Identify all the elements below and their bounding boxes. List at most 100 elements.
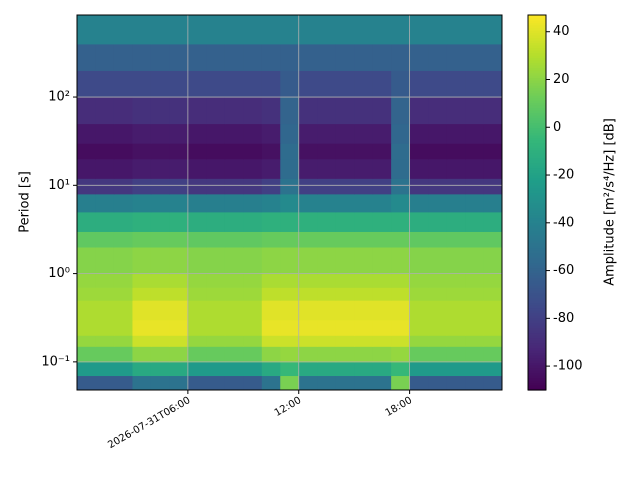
colorbar-step (528, 97, 546, 101)
cell (206, 70, 226, 98)
cell (261, 287, 281, 301)
cell (224, 300, 244, 321)
cell (113, 158, 133, 179)
cell (187, 43, 207, 71)
cell (391, 178, 411, 195)
cell (409, 375, 429, 391)
colorbar-step (528, 315, 546, 319)
colorbar-step (528, 85, 546, 89)
colorbar-step (528, 250, 546, 254)
cell (483, 143, 503, 160)
cell (354, 193, 374, 213)
cell (243, 211, 263, 232)
y-axis-label: Period [s] (18, 171, 33, 233)
cell (206, 287, 226, 301)
cell (317, 361, 337, 377)
cell (187, 247, 207, 275)
cell (187, 319, 207, 336)
colorbar-step (528, 297, 546, 301)
cell (95, 346, 115, 363)
cell (280, 211, 300, 232)
cell (354, 335, 374, 347)
cell (206, 97, 226, 125)
cell (150, 231, 170, 248)
cell (317, 300, 337, 321)
cell (335, 319, 355, 336)
cell (372, 231, 392, 248)
cell (113, 300, 133, 321)
cell (409, 193, 429, 213)
cell (224, 273, 244, 288)
cell (335, 158, 355, 179)
cell (372, 43, 392, 71)
colorbar-tick-label: -20 (553, 168, 574, 183)
cell (224, 15, 244, 45)
colorbar-step (528, 270, 546, 274)
cell (280, 158, 300, 179)
cell (483, 300, 503, 321)
cell (298, 97, 318, 125)
cell (261, 158, 281, 179)
cell (298, 375, 318, 391)
cell (335, 300, 355, 321)
cell (446, 15, 466, 45)
cell (335, 178, 355, 195)
colorbar-step (528, 107, 546, 111)
cell (446, 211, 466, 232)
cell (132, 319, 152, 336)
cell (132, 158, 152, 179)
cell (77, 247, 96, 275)
cell (298, 361, 318, 377)
cell (335, 43, 355, 71)
colorbar-step (528, 362, 546, 366)
cell (354, 15, 374, 45)
cell (428, 211, 448, 232)
cell (446, 273, 466, 288)
cell (150, 193, 170, 213)
cell (261, 143, 281, 160)
cell (483, 70, 503, 98)
cell (280, 43, 300, 71)
cell (132, 247, 152, 275)
cell (261, 375, 281, 391)
cell (187, 335, 207, 347)
cell (391, 231, 411, 248)
cell (446, 300, 466, 321)
cell (280, 143, 300, 160)
cell (391, 361, 411, 377)
cell (187, 375, 207, 391)
colorbar-step (528, 102, 546, 106)
cell (243, 178, 263, 195)
cell (150, 247, 170, 275)
cell (317, 319, 337, 336)
colorbar-tick-label: -60 (553, 263, 574, 278)
cell (243, 247, 263, 275)
cell (465, 211, 485, 232)
cell (95, 211, 115, 232)
cell (243, 335, 263, 347)
cell (335, 231, 355, 248)
colorbar-step (528, 27, 546, 31)
cell (354, 361, 374, 377)
colorbar-step (528, 337, 546, 341)
colorbar-step (528, 252, 546, 256)
colorbar-step (528, 370, 546, 374)
colorbar-step (528, 127, 546, 131)
cell (335, 193, 355, 213)
cell (335, 375, 355, 391)
cell (280, 15, 300, 45)
colorbar-step (528, 235, 546, 239)
colorbar-step (528, 292, 546, 296)
cell (280, 346, 300, 363)
cell (317, 97, 337, 125)
plot-frame (76, 14, 503, 391)
colorbar-step (528, 182, 546, 186)
cell (169, 143, 189, 160)
cell (132, 97, 152, 125)
y-tick-label: 10⁻¹ (41, 354, 70, 369)
colorbar-step (528, 347, 546, 351)
colorbar-step (528, 75, 546, 79)
cell (391, 158, 411, 179)
cell (224, 193, 244, 213)
cell (224, 231, 244, 248)
